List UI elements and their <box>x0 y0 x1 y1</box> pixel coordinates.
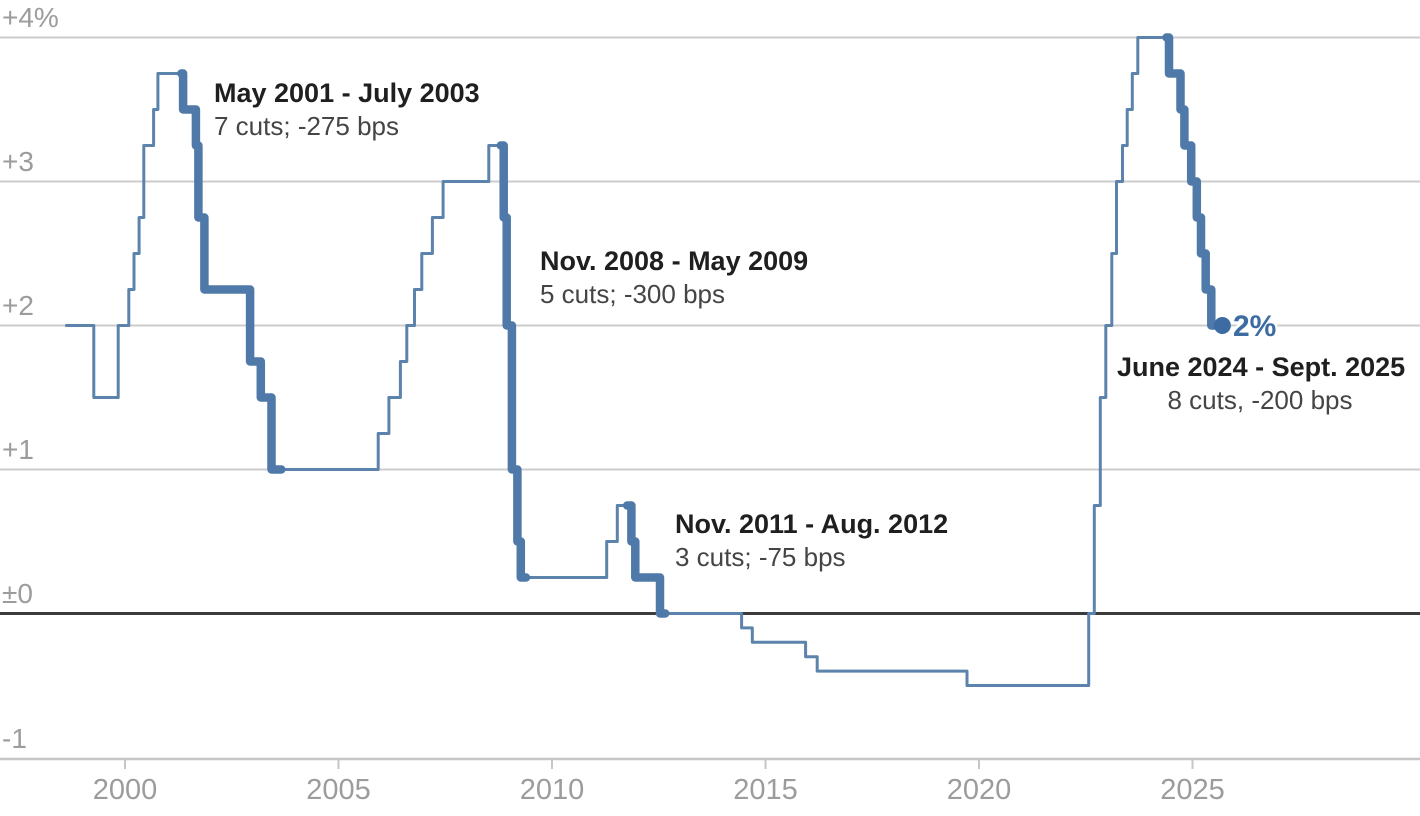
annotation-subtitle: 7 cuts; -275 bps <box>214 111 399 141</box>
cut-cycle-line <box>622 501 670 618</box>
y-axis-label: -1 <box>2 723 27 754</box>
annotation-cycle-2024-2025: June 2024 - Sept. 2025 8 cuts, -200 bps <box>1117 350 1406 417</box>
annotation-cycle-2001-2003: May 2001 - July 2003 7 cuts; -275 bps <box>214 76 480 143</box>
annotation-title: May 2001 - July 2003 <box>214 78 480 108</box>
x-axis-label: 2020 <box>946 774 1012 806</box>
y-axis-label: ±0 <box>2 577 33 609</box>
y-axis-label: +4% <box>2 1 59 33</box>
x-axis-label: 2000 <box>92 774 158 806</box>
annotation-cycle-2008-2009: Nov. 2008 - May 2009 5 cuts; -300 bps <box>540 244 808 311</box>
annotation-cycle-2011-2012: Nov. 2011 - Aug. 2012 3 cuts; -75 bps <box>675 507 948 574</box>
y-axis-label: +1 <box>2 433 34 465</box>
y-axis-label: +3 <box>2 145 34 177</box>
y-axis-label: +2 <box>2 289 34 321</box>
x-axis-label: 2005 <box>306 774 371 806</box>
end-value-label: 2% <box>1233 310 1277 343</box>
cut-cycle-line <box>177 69 286 474</box>
x-axis-label: 2025 <box>1160 774 1225 806</box>
cut-cycle-line <box>496 141 531 582</box>
annotation-subtitle: 3 cuts; -75 bps <box>675 542 846 572</box>
annotation-title: Nov. 2008 - May 2009 <box>540 246 809 276</box>
annotation-title: Nov. 2011 - Aug. 2012 <box>675 509 949 539</box>
annotation-subtitle: 5 cuts; -300 bps <box>540 279 725 309</box>
x-axis-label: 2010 <box>519 774 585 806</box>
annotation-subtitle: 8 cuts, -200 bps <box>1167 385 1353 415</box>
end-point-dot <box>1213 317 1231 334</box>
annotation-title: June 2024 - Sept. 2025 <box>1117 352 1406 382</box>
x-axis-label: 2015 <box>733 774 798 806</box>
cut-cycle-line <box>1162 33 1227 330</box>
